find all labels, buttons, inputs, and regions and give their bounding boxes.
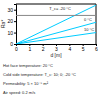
chart: 0 1 2 3 4 5 6 0 10 20 30 T_c= -20 °C 0 °C 10 °C d [m] R… (0, 0, 100, 100)
x-axis-title: d [m] (50, 52, 62, 58)
x-axis: 0 1 2 3 4 5 6 (15, 44, 98, 52)
x-tick-label: 3 (55, 46, 58, 52)
x-tick: 3 (55, 44, 58, 52)
y-tick-mark (14, 33, 16, 34)
x-tick-label: 4 (68, 46, 71, 52)
footnote: Air speed: 0.2 m/s (3, 90, 35, 95)
line (16, 5, 96, 44)
x-tick: 6 (95, 44, 98, 52)
annotation: 0 °C (84, 17, 92, 22)
annotation: 10 °C (84, 27, 94, 32)
x-tick-label: 6 (95, 46, 98, 52)
y-tick-label: 0 (10, 41, 13, 47)
x-tick-label: 0 (15, 46, 18, 52)
frame (16, 4, 96, 5)
y-tick: 20 (7, 18, 16, 24)
y-axis-line (14, 5, 17, 45)
footnote: Cold side temperature: T_c: 10; 0; -20 °… (3, 72, 76, 77)
y-tick: 10 (7, 30, 16, 36)
x-tick: 5 (82, 44, 85, 52)
x-tick: 4 (68, 44, 71, 52)
y-tick-label: 20 (7, 18, 13, 24)
x-tick-label: 5 (82, 46, 85, 52)
line (16, 22, 96, 44)
footnote: Hot face temperature: 20 °C (3, 63, 53, 68)
line (16, 33, 96, 44)
y-axis-title: Ra* (0, 19, 6, 28)
y-tick-mark (14, 10, 16, 11)
y-tick-label: 30 (7, 7, 13, 13)
y-tick: 0 (10, 41, 16, 47)
x-tick: 1 (28, 44, 31, 52)
x-tick: 0 (15, 44, 18, 52)
x-tick-label: 2 (42, 46, 45, 52)
frame (96, 4, 97, 44)
y-tick-mark (14, 21, 16, 22)
y-tick-label: 10 (7, 30, 13, 36)
lines (16, 5, 96, 44)
plot: 0 1 2 3 4 5 6 0 10 20 30 T_c= -20 °C 0 °C 10 °C (7, 4, 98, 52)
x-tick-label: 1 (28, 46, 31, 52)
y-tick-mark (14, 44, 16, 45)
annotation: T_c= -20 °C (49, 6, 71, 11)
x-tick: 2 (42, 44, 45, 52)
y-tick: 30 (7, 7, 16, 13)
y-axis: 0 10 20 30 (7, 5, 16, 48)
footnote: Permeability: 5 × 10⁻⁵ m² (3, 81, 49, 86)
